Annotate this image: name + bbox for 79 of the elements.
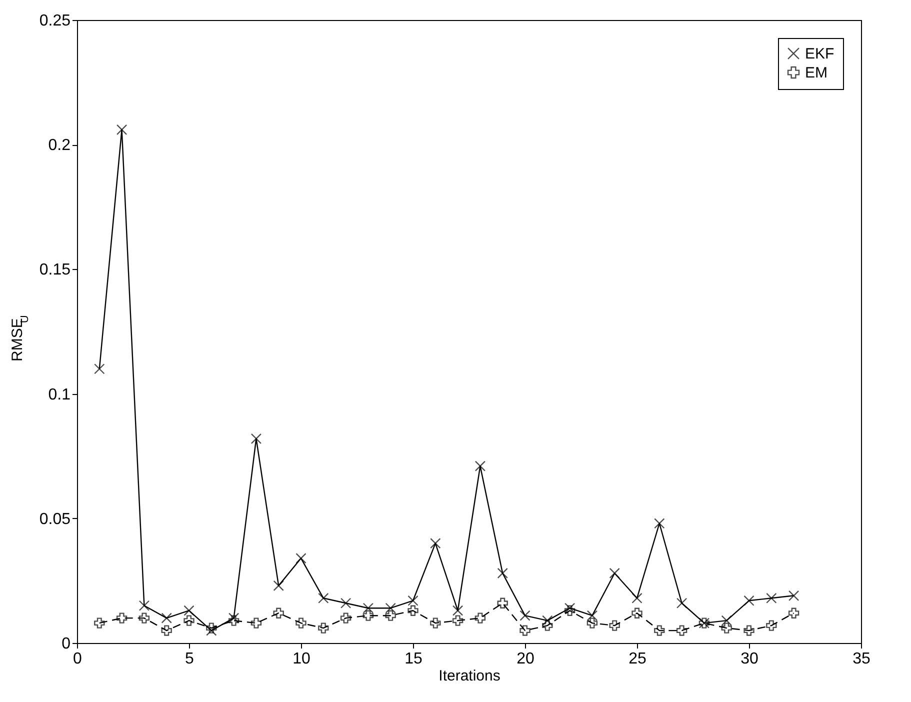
point (318, 592, 329, 604)
y-tick-label: 0.15 (39, 262, 71, 279)
y-tick-label: 0.05 (39, 510, 71, 528)
x-tick-label: 25 (628, 650, 646, 668)
point (340, 598, 352, 608)
y-tick-label: 0 (62, 636, 71, 652)
point (385, 602, 396, 614)
point (474, 612, 486, 624)
point (228, 612, 240, 624)
point (721, 622, 732, 634)
point (497, 568, 508, 579)
point (184, 615, 194, 626)
x-tick-label: 0 (73, 650, 82, 668)
point (430, 618, 441, 628)
point (452, 615, 464, 626)
point (520, 610, 530, 621)
point (542, 615, 553, 626)
point (340, 612, 352, 624)
x-tick-label: 35 (852, 650, 870, 668)
point (161, 612, 172, 624)
point (250, 618, 262, 628)
point (586, 618, 598, 628)
point (676, 598, 688, 608)
point (744, 595, 754, 606)
point (564, 605, 576, 616)
point (788, 608, 800, 618)
point (408, 595, 418, 606)
point (654, 518, 665, 529)
point (766, 620, 777, 631)
point (520, 625, 530, 636)
x-tick-label: 30 (740, 650, 758, 668)
point (609, 568, 620, 579)
point (452, 605, 464, 616)
point (586, 610, 598, 621)
point (250, 433, 262, 444)
point (228, 615, 240, 626)
x-tick-label: 5 (185, 650, 194, 668)
point (676, 625, 688, 636)
point (385, 610, 396, 621)
point (362, 602, 374, 614)
point (654, 625, 665, 636)
point (116, 124, 128, 135)
x-axis-title: Iterations (438, 668, 500, 684)
point (609, 620, 620, 631)
point (474, 460, 486, 472)
y-axis-title: RMSEU (9, 315, 31, 362)
point (430, 538, 441, 549)
point (721, 615, 732, 626)
x-tick-label: 10 (292, 650, 310, 668)
y-tick-label: 0.25 (39, 12, 71, 30)
point (632, 608, 642, 618)
point (138, 600, 150, 611)
point (184, 605, 194, 616)
point (497, 598, 508, 608)
point (296, 552, 306, 564)
point (138, 612, 150, 624)
legend-label: EM (805, 64, 828, 82)
y-tick-label: 0.2 (48, 137, 71, 154)
point (318, 622, 329, 634)
point (766, 592, 777, 604)
point (542, 620, 553, 631)
point (296, 618, 306, 628)
point (161, 625, 172, 636)
x-tick-label: 20 (516, 650, 534, 668)
point (206, 622, 217, 634)
legend-label: EKF (805, 46, 834, 62)
point (273, 580, 284, 592)
point (408, 605, 418, 616)
x-tick-label: 15 (404, 650, 422, 668)
point (788, 590, 800, 601)
point (94, 364, 105, 374)
point (116, 612, 128, 624)
point (632, 592, 642, 604)
point (94, 618, 105, 628)
y-tick-label: 0.1 (48, 386, 71, 404)
point (362, 610, 374, 621)
point (273, 608, 284, 618)
point (744, 625, 754, 636)
point (564, 602, 576, 614)
